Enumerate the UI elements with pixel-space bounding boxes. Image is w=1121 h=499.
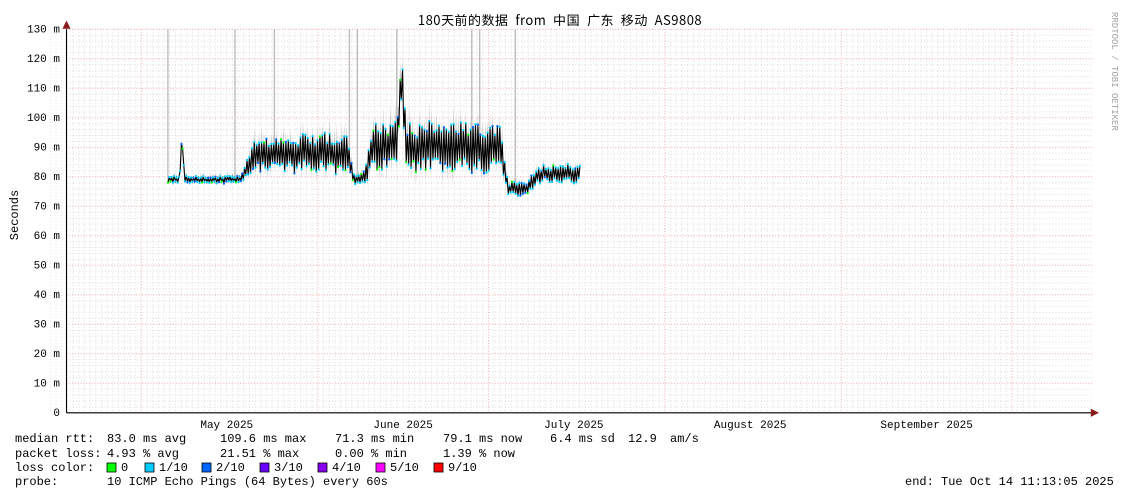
svg-text:4/10: 4/10 — [332, 461, 361, 475]
svg-text:10 m: 10 m — [34, 378, 61, 390]
svg-text:end: Tue Oct 14 11:13:05 2025: end: Tue Oct 14 11:13:05 2025 — [905, 475, 1114, 489]
svg-text:loss color:: loss color: — [15, 461, 94, 475]
svg-text:20 m: 20 m — [34, 349, 61, 361]
svg-text:110 m: 110 m — [27, 83, 60, 95]
svg-text:109.6 ms max: 109.6 ms max — [220, 432, 306, 446]
svg-text:90 m: 90 m — [34, 142, 61, 154]
svg-text:40 m: 40 m — [34, 290, 61, 302]
svg-text:1.39 % now: 1.39 % now — [443, 447, 516, 461]
svg-text:80 m: 80 m — [34, 172, 61, 184]
svg-text:packet loss:: packet loss: — [15, 447, 101, 461]
svg-text:79.1 ms now: 79.1 ms now — [443, 432, 523, 446]
svg-text:May 2025: May 2025 — [200, 420, 253, 432]
svg-text:median rtt:: median rtt: — [15, 432, 94, 446]
svg-text:3/10: 3/10 — [274, 461, 303, 475]
svg-text:70 m: 70 m — [34, 201, 61, 213]
svg-text:0.00 % min: 0.00 % min — [335, 447, 407, 461]
svg-text:am/s: am/s — [670, 432, 699, 446]
svg-text:June 2025: June 2025 — [373, 420, 432, 432]
svg-text:120 m: 120 m — [27, 54, 60, 66]
svg-text:RRDTOOL / TOBI OETIKER: RRDTOOL / TOBI OETIKER — [1109, 12, 1119, 131]
svg-text:September 2025: September 2025 — [880, 420, 972, 432]
svg-text:August 2025: August 2025 — [714, 420, 787, 432]
svg-text:2/10: 2/10 — [216, 461, 245, 475]
svg-text:12.9: 12.9 — [628, 432, 657, 446]
svg-text:30 m: 30 m — [34, 319, 61, 331]
svg-text:4.93 % avg: 4.93 % avg — [107, 447, 179, 461]
svg-text:July 2025: July 2025 — [544, 420, 603, 432]
svg-text:probe:: probe: — [15, 475, 58, 489]
svg-text:Seconds: Seconds — [8, 190, 22, 240]
svg-text:0: 0 — [121, 461, 128, 475]
svg-text:9/10: 9/10 — [448, 461, 477, 475]
svg-text:60 m: 60 m — [34, 231, 61, 243]
svg-text:0: 0 — [53, 408, 60, 420]
svg-text:1/10: 1/10 — [159, 461, 188, 475]
svg-text:130 m: 130 m — [27, 24, 60, 36]
svg-text:180天前的数据 from 中国 广东 移动 AS: 180天前的数据 from 中国 广东 移动 AS9808 — [418, 10, 702, 29]
svg-text:21.51 % max: 21.51 % max — [220, 447, 299, 461]
svg-text:100 m: 100 m — [27, 113, 60, 125]
svg-text:5/10: 5/10 — [390, 461, 419, 475]
svg-text:10 ICMP Echo Pings (64 Bytes): 10 ICMP Echo Pings (64 Bytes) every 60s — [107, 475, 388, 489]
svg-text:83.0 ms avg: 83.0 ms avg — [107, 432, 186, 446]
svg-text:50 m: 50 m — [34, 260, 61, 272]
svg-text:71.3 ms min: 71.3 ms min — [335, 432, 414, 446]
svg-text:6.4 ms sd: 6.4 ms sd — [550, 432, 615, 446]
